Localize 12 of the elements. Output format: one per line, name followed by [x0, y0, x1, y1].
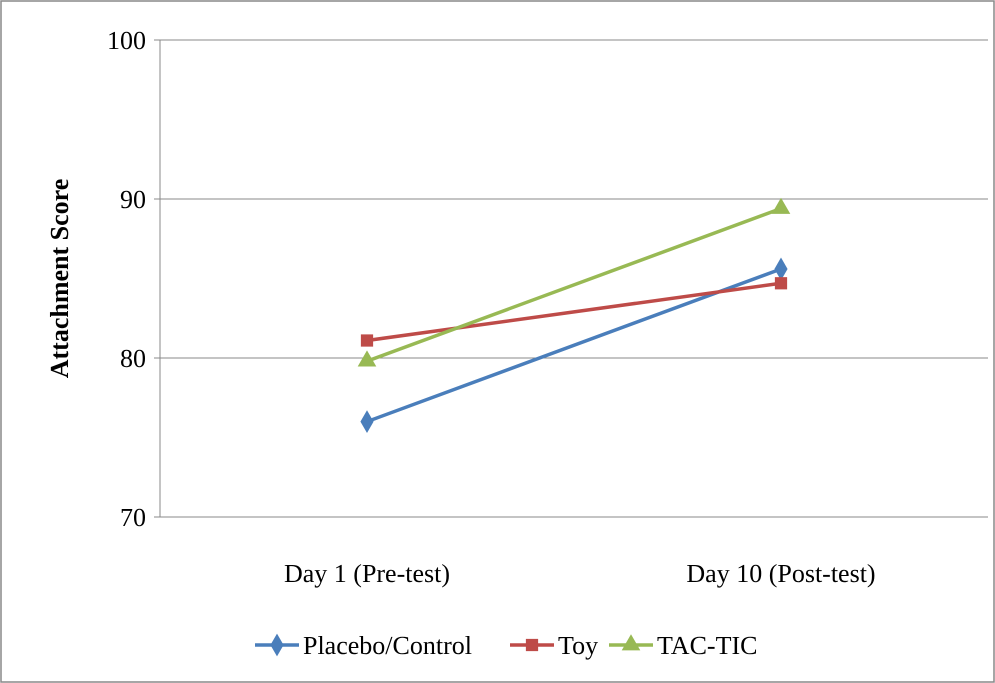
y-axis-title: Attachment Score: [45, 178, 74, 378]
x-tick-label: Day 10 (Post-test): [686, 559, 876, 588]
point: [774, 277, 788, 290]
legend-label: TAC-TIC: [657, 631, 758, 660]
y-tick-label: 90: [120, 185, 146, 214]
legend-label: Placebo/Control: [303, 631, 472, 660]
y-tick-label: 70: [120, 503, 146, 532]
y-tick-label: 100: [107, 26, 146, 56]
y-tick-label: 80: [120, 344, 146, 374]
legend-label: Toy: [558, 631, 598, 660]
x-tick-label: Day 1 (Pre-test): [284, 559, 450, 588]
point: [360, 334, 374, 347]
